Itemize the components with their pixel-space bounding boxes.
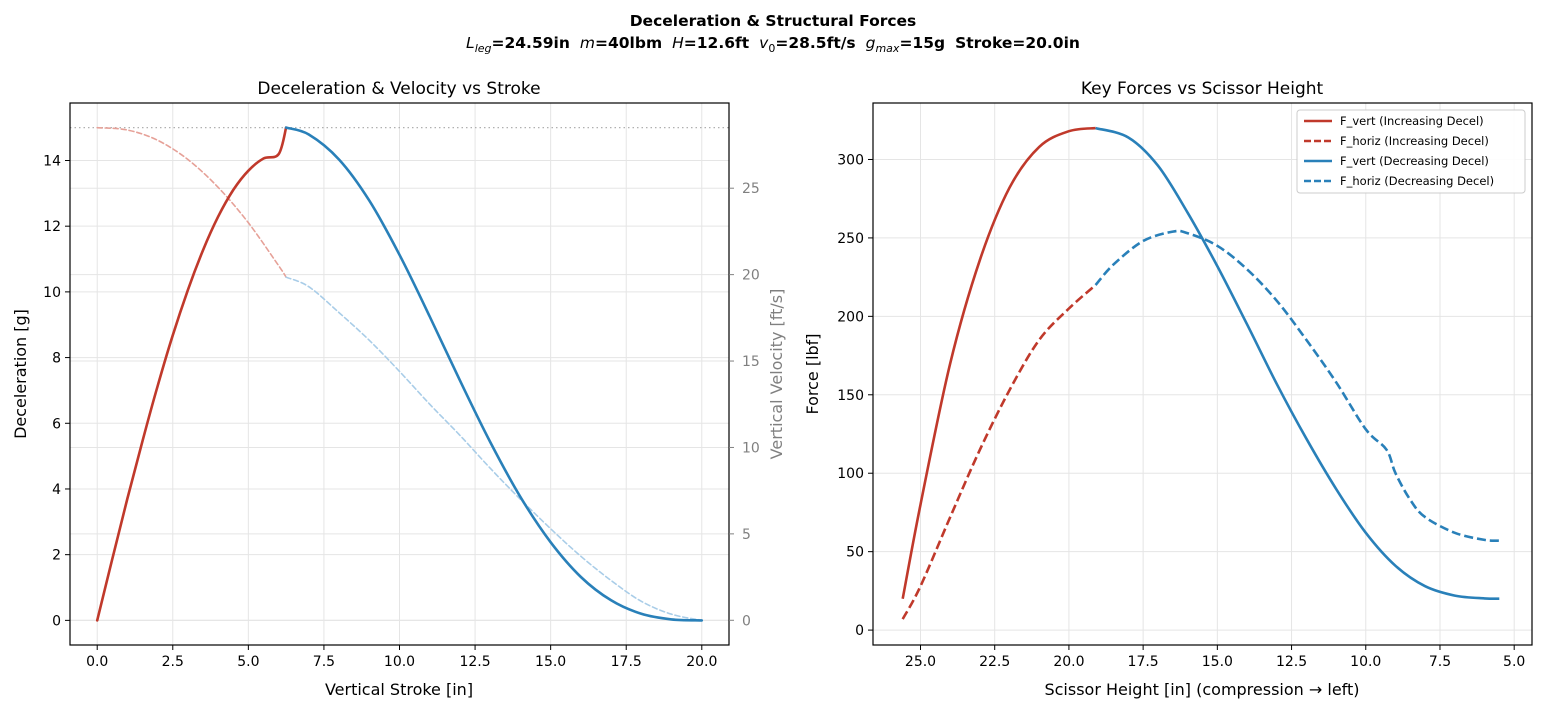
right-x-tick-label-5: 12.5: [1276, 654, 1307, 670]
figure-parameters: Lleg=24.59in m=40lbm H=12.6ft v0=28.5ft/s gm…: [466, 34, 1080, 55]
left-y-tick-label-0: 0: [52, 613, 61, 629]
left-y-tick-label-7: 14: [43, 153, 61, 169]
left-x-tick-label-8: 20.0: [686, 654, 717, 670]
right-x-tick-label-6: 10.0: [1350, 654, 1381, 670]
left-x-tick-label-5: 12.5: [459, 654, 490, 670]
fhoriz-increasing-line: [901, 284, 1097, 620]
right-x-tick-label-1: 22.5: [979, 654, 1010, 670]
left-x-tick-label-3: 7.5: [313, 654, 335, 670]
right-x-axis-label: Scissor Height [in] (compression → left): [1044, 680, 1359, 699]
param-gmax-symbol: g: [866, 34, 876, 52]
legend-frame: [1296, 109, 1526, 194]
param-height-value: =12.6ft: [684, 34, 750, 52]
legend: F_vert (Increasing Decel) F_horiz (Incre…: [1296, 109, 1526, 194]
left-x-tick-label-4: 10.0: [384, 654, 415, 670]
right-y-tick-label-6: 300: [837, 152, 864, 168]
param-velocity-symbol: v: [759, 34, 769, 52]
legend-label-fhoriz-increasing: F_horiz (Increasing Decel): [1340, 134, 1489, 148]
left-x-tick-label-2: 5.0: [237, 654, 259, 670]
param-stroke-value: Stroke=20.0in: [955, 34, 1080, 52]
left-chart-title: Deceleration & Velocity vs Stroke: [257, 79, 540, 99]
figure-title: Deceleration & Structural Forces: [630, 12, 917, 30]
left-x-axis-label: Vertical Stroke [in]: [325, 680, 473, 699]
left-grid: [70, 103, 729, 645]
left-y-tick-label-2: 4: [52, 482, 61, 498]
left-y2-tick-label-3: 15: [742, 354, 760, 370]
param-gmax-value: =15g: [899, 34, 945, 52]
velocity-decreasing-line: [285, 276, 703, 622]
left-y-tick-label-1: 2: [52, 548, 61, 564]
left-y2-axis-label: Vertical Velocity [ft/s]: [767, 289, 786, 460]
left-y-tick-label-5: 10: [43, 285, 61, 301]
velocity-increasing-line: [96, 126, 287, 278]
left-x-tick-label-7: 17.5: [611, 654, 642, 670]
right-x-tick-label-0: 25.0: [905, 654, 936, 670]
left-y-tick-label-6: 12: [43, 219, 61, 235]
right-x-tick-label-8: 5.0: [1503, 654, 1525, 670]
right-x-tick-label-4: 15.0: [1202, 654, 1233, 670]
right-x-tick-label-2: 20.0: [1053, 654, 1084, 670]
param-gmax-subscript: max: [875, 42, 899, 55]
right-y-tick-label-2: 100: [837, 466, 864, 482]
right-y-tick-label-1: 50: [846, 545, 864, 561]
right-chart-title: Key Forces vs Scissor Height: [1081, 79, 1324, 99]
right-y-tick-label-0: 0: [855, 623, 864, 639]
left-y2-tick-label-5: 25: [742, 181, 760, 197]
param-mass-value: =40lbm: [595, 34, 662, 52]
left-series: [95, 126, 704, 622]
left-y2-ticks: 0 5 10 15 20 25: [729, 181, 760, 629]
right-x-ticks: 25.0 22.5 20.0 17.5 15.0 12.5 10.0 7.5 5.0: [905, 645, 1525, 670]
right-x-tick-label-7: 7.5: [1429, 654, 1451, 670]
param-velocity-subscript: 0: [768, 42, 775, 55]
left-y2-tick-label-2: 10: [742, 440, 760, 456]
param-leg-symbol: L: [466, 34, 475, 52]
left-x-tick-label-0: 0.0: [86, 654, 108, 670]
left-chart: Deceleration & Velocity vs Stroke 0.0 2.5…: [11, 79, 786, 699]
right-y-axis-label: Force [lbf]: [803, 333, 822, 414]
decel-increasing-line: [95, 126, 288, 622]
right-chart: Key Forces vs Scissor Height 25.0 22.5 20.…: [803, 79, 1533, 699]
legend-label-fvert-decreasing: F_vert (Decreasing Decel): [1340, 154, 1489, 168]
left-y-tick-label-3: 6: [52, 416, 61, 432]
fhoriz-decreasing-line: [1094, 229, 1500, 543]
right-y-tick-label-4: 200: [837, 309, 864, 325]
right-y-tick-label-3: 150: [837, 388, 864, 404]
left-x-tick-label-6: 15.0: [535, 654, 566, 670]
decel-decreasing-line: [284, 126, 704, 622]
right-x-tick-label-3: 17.5: [1128, 654, 1159, 670]
right-plot-frame: [872, 102, 1533, 646]
left-y2-tick-label-4: 20: [742, 268, 760, 284]
param-leg-subscript: leg: [475, 42, 492, 55]
right-series: [901, 126, 1500, 620]
right-y-ticks: 0 50 100 150 200 250 300: [837, 152, 873, 639]
legend-label-fvert-increasing: F_vert (Increasing Decel): [1340, 114, 1484, 128]
fvert-increasing-line: [901, 126, 1096, 599]
left-x-tick-label-1: 2.5: [162, 654, 184, 670]
param-height-symbol: H: [672, 34, 684, 52]
right-y-tick-label-5: 250: [837, 231, 864, 247]
param-mass-symbol: m: [580, 34, 595, 52]
left-y2-tick-label-1: 5: [742, 527, 751, 543]
left-x-ticks: 0.0 2.5 5.0 7.5 10.0 12.5 15.0 17.5 20.0: [86, 645, 717, 670]
param-velocity-value: =28.5ft/s: [775, 34, 855, 52]
left-y-tick-label-4: 8: [52, 351, 61, 367]
left-y2-tick-label-0: 0: [742, 613, 751, 629]
left-y-ticks: 0 2 4 6 8 10 12 14: [43, 153, 70, 629]
left-y-axis-label: Deceleration [g]: [11, 309, 30, 439]
legend-label-fhoriz-decreasing: F_horiz (Decreasing Decel): [1340, 174, 1494, 188]
param-leg-value: =24.59in: [492, 34, 570, 52]
fvert-decreasing-line: [1095, 126, 1500, 601]
